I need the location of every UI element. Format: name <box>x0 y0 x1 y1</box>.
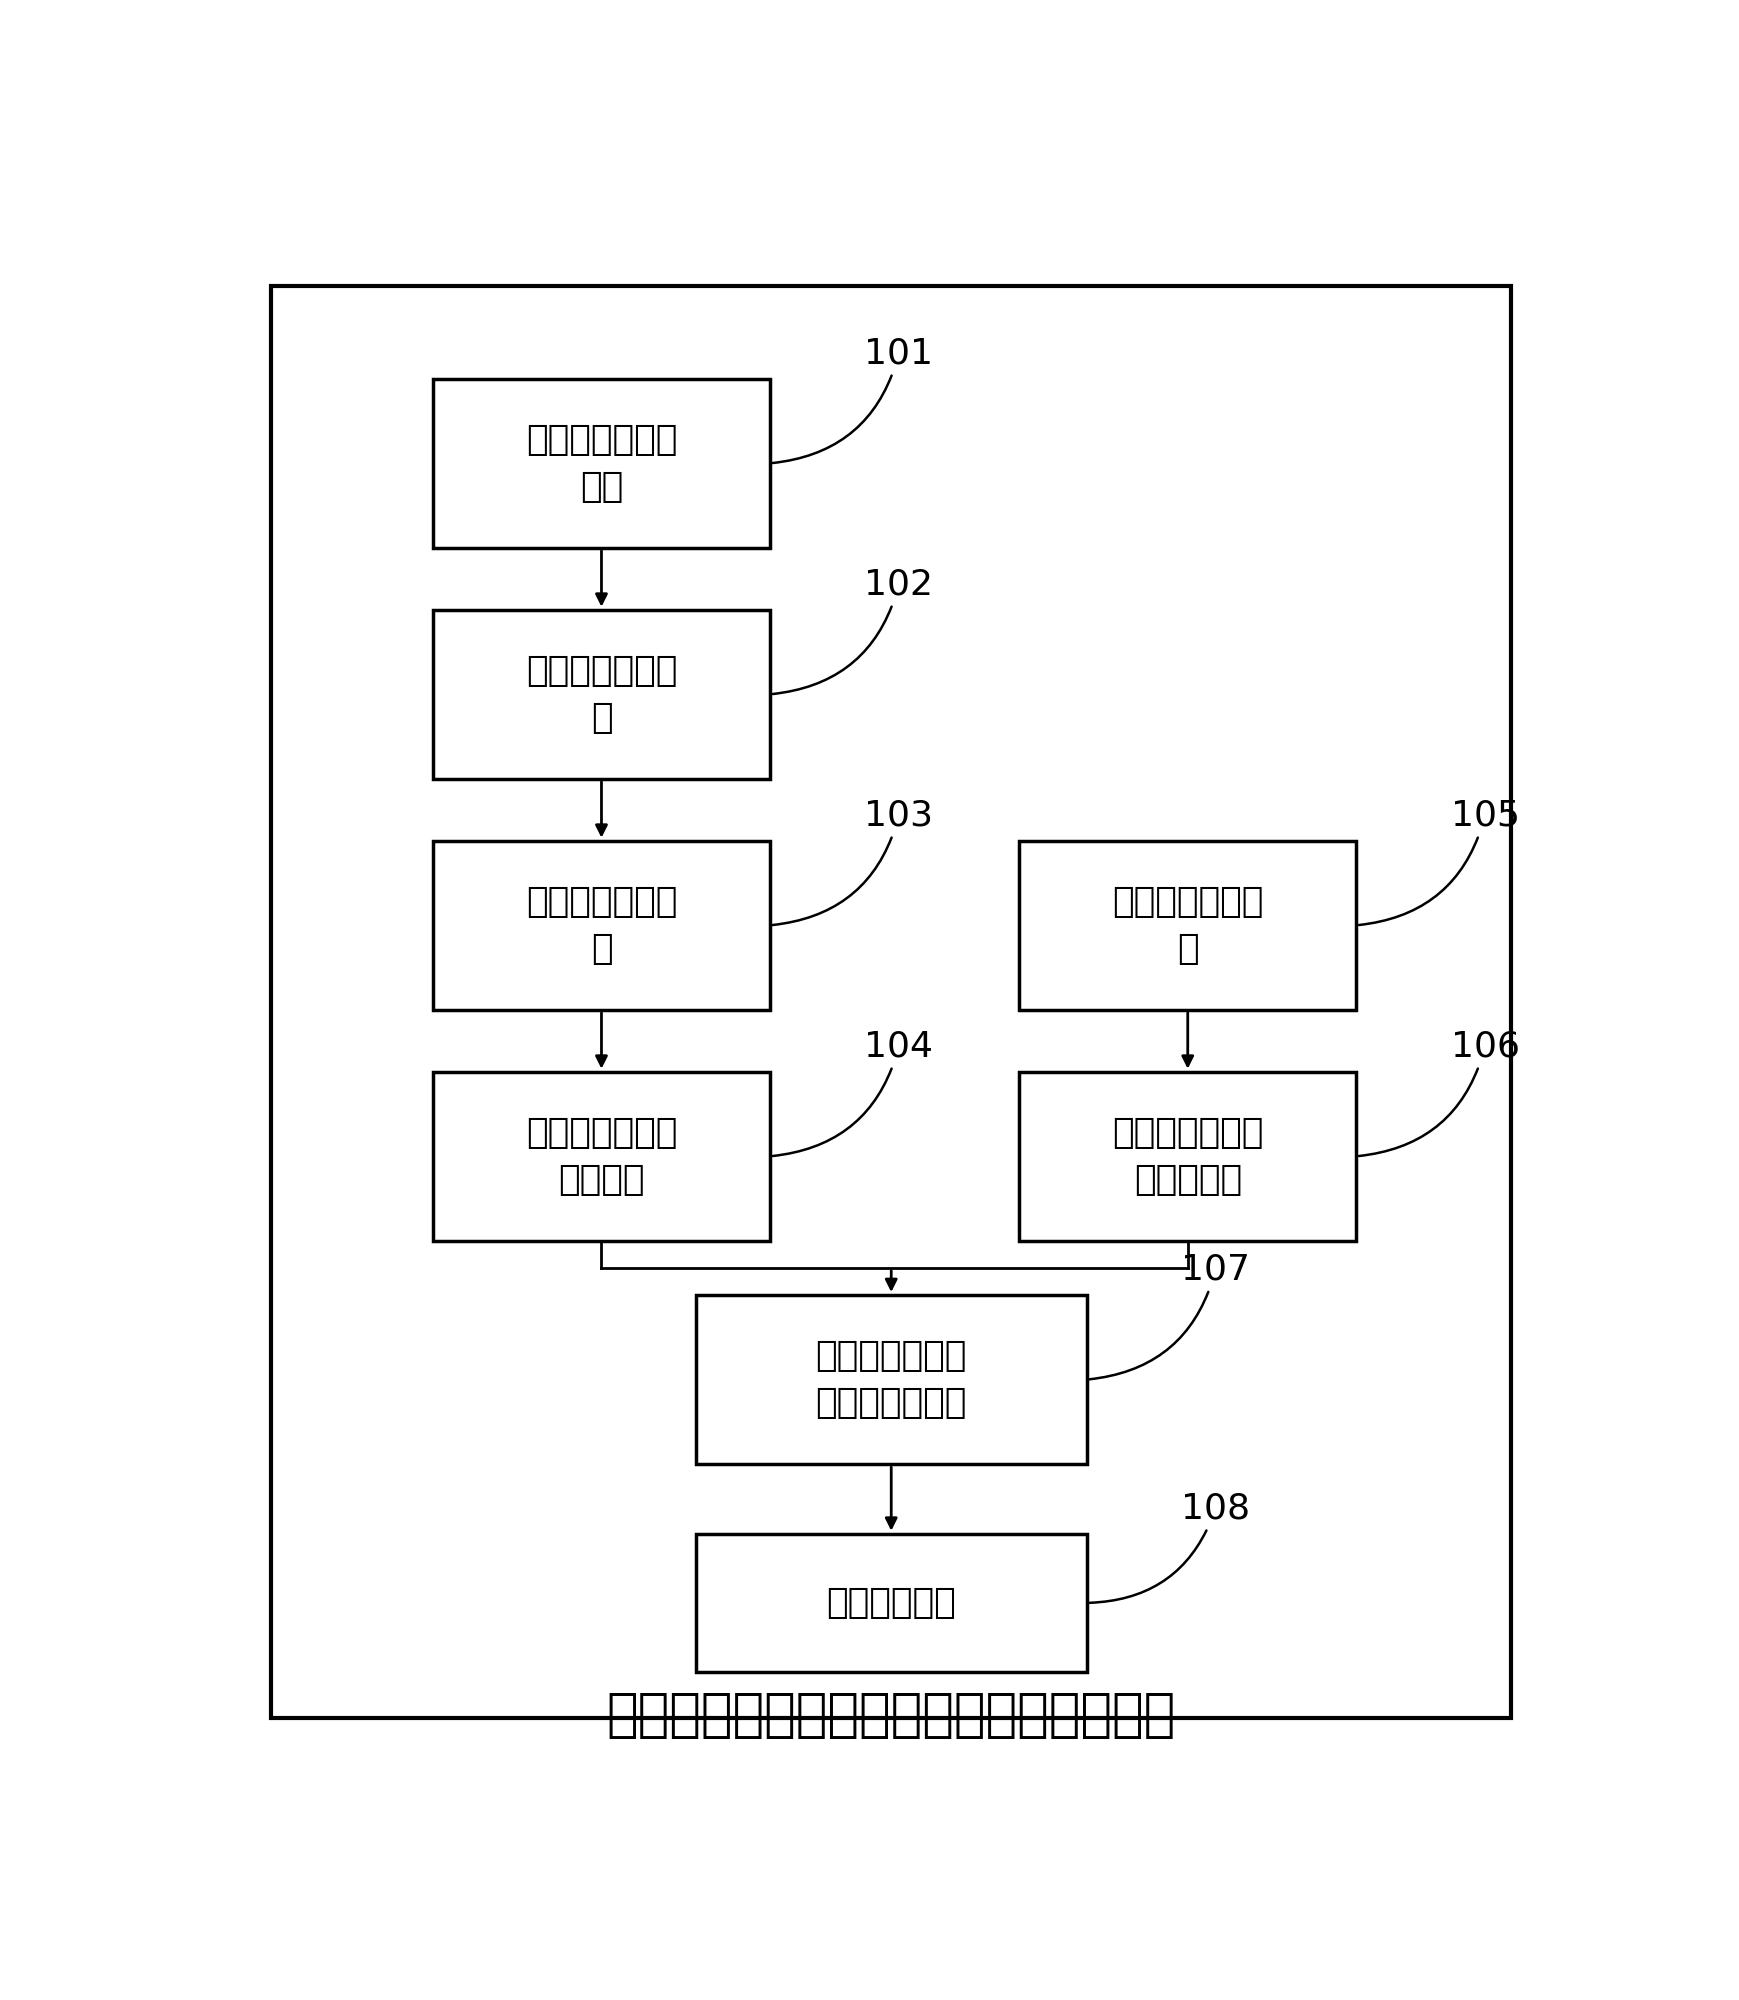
Text: 表型基因型复合
似然比计算模块: 表型基因型复合 似然比计算模块 <box>816 1338 967 1420</box>
Text: 基于表型术语和变异基因的数据分析装置: 基于表型术语和变异基因的数据分析装置 <box>607 1690 1176 1742</box>
Text: 变异基因获取模
块: 变异基因获取模 块 <box>1111 884 1264 966</box>
Text: 108: 108 <box>1089 1492 1250 1602</box>
Text: 104: 104 <box>772 1030 934 1156</box>
Bar <box>433 610 770 780</box>
Bar <box>696 1534 1087 1672</box>
Text: 关联疾病筛选模
块: 关联疾病筛选模 块 <box>525 654 676 736</box>
Text: 表型术语优化模
块: 表型术语优化模 块 <box>525 884 676 966</box>
Text: 表型术语初筛选
模块: 表型术语初筛选 模块 <box>525 422 676 504</box>
Bar <box>1019 1072 1356 1240</box>
Text: 疾病表型似然比
计算模块: 疾病表型似然比 计算模块 <box>525 1116 676 1198</box>
Bar <box>433 1072 770 1240</box>
Text: 分析输出模块: 分析输出模块 <box>826 1586 956 1620</box>
Text: 102: 102 <box>772 568 934 694</box>
Text: 疾病基因型似然
比计算模块: 疾病基因型似然 比计算模块 <box>1111 1116 1264 1198</box>
Bar <box>696 1294 1087 1464</box>
Bar <box>1019 840 1356 1010</box>
Bar <box>433 840 770 1010</box>
Text: 101: 101 <box>772 336 934 464</box>
Text: 107: 107 <box>1089 1252 1250 1380</box>
Text: 105: 105 <box>1358 798 1520 926</box>
Text: 106: 106 <box>1358 1030 1520 1156</box>
Text: 103: 103 <box>772 798 934 926</box>
Bar <box>433 378 770 548</box>
